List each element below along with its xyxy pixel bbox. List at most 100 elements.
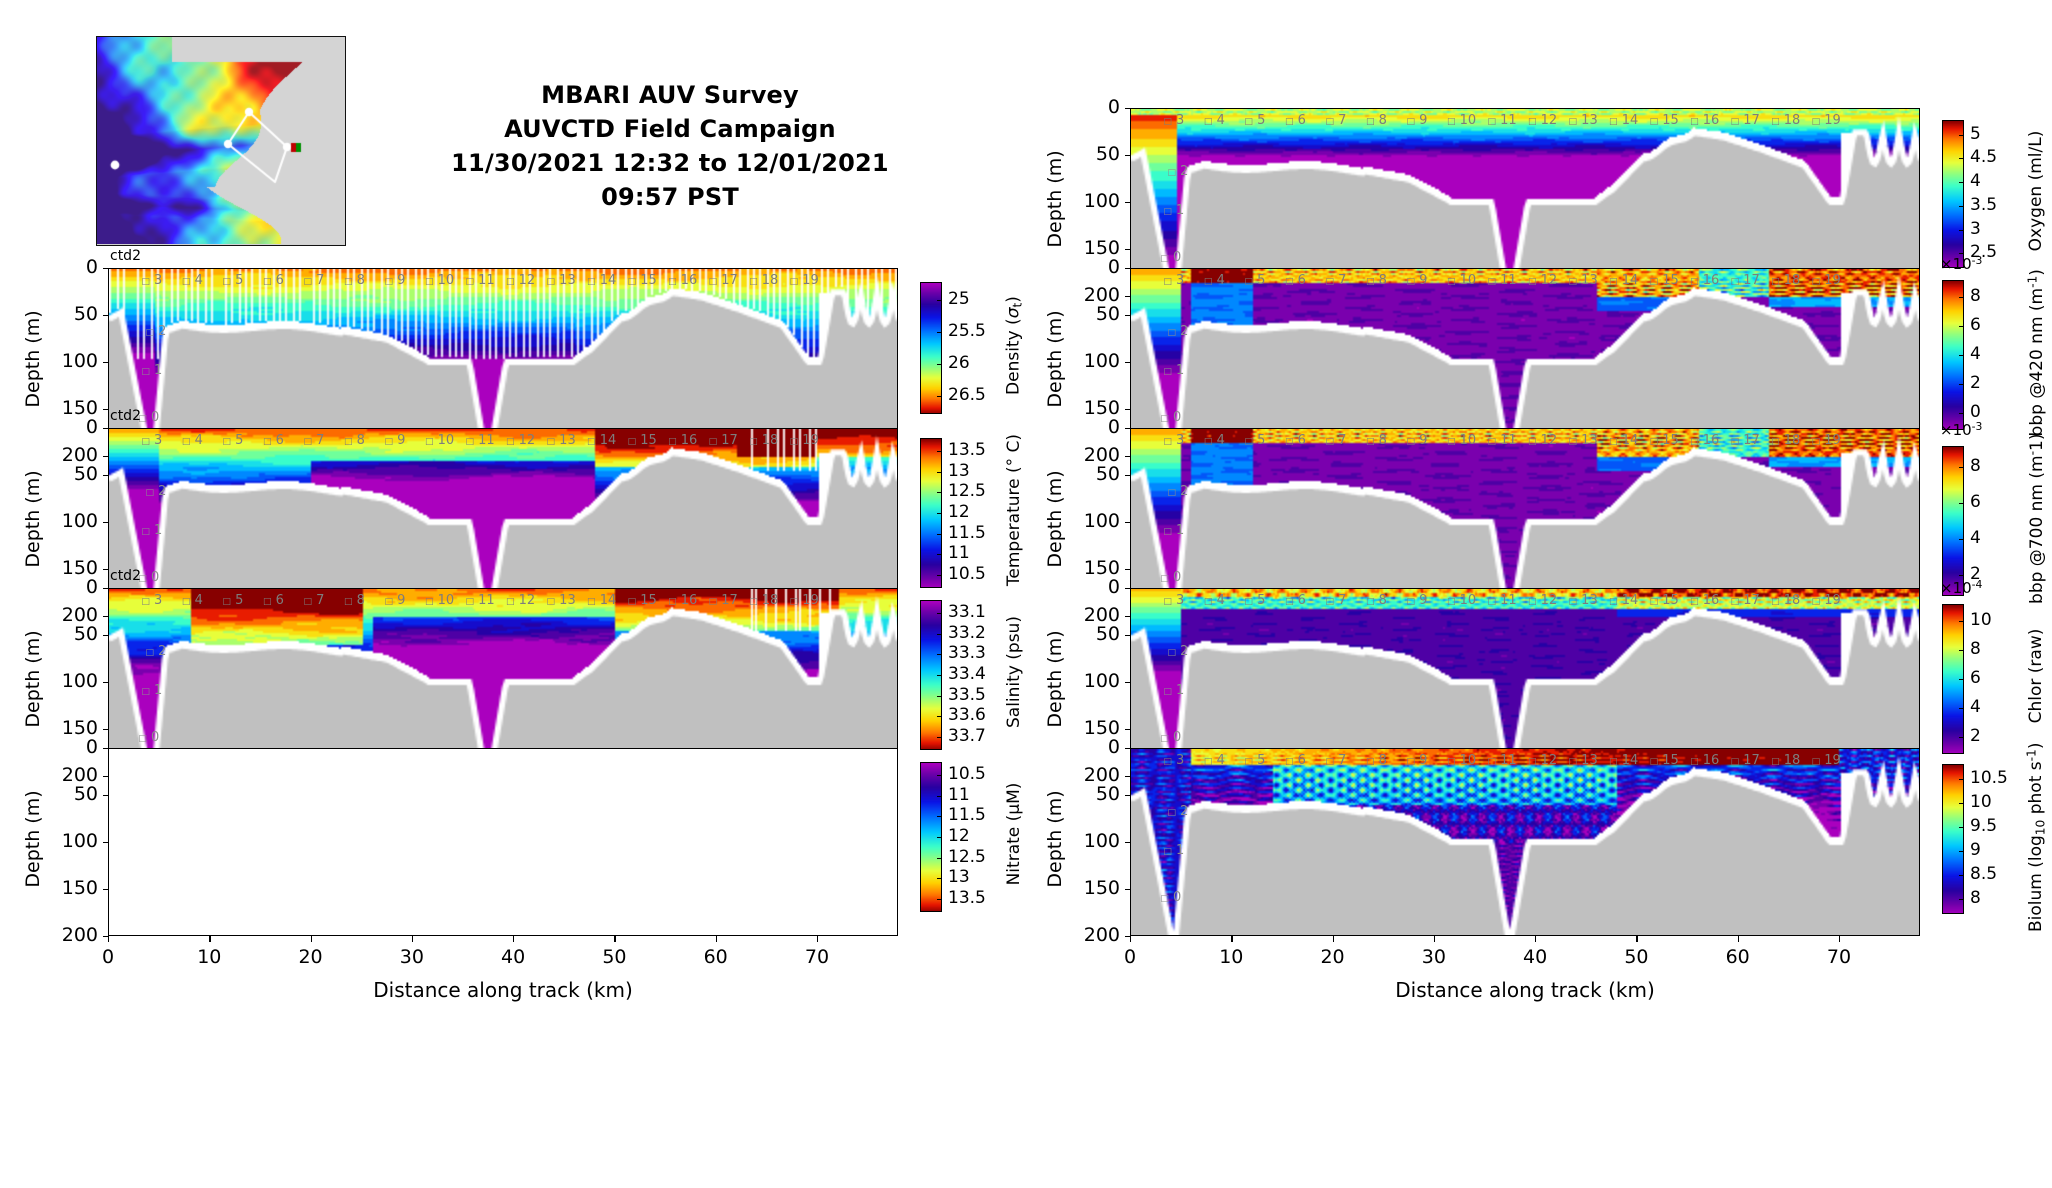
waypoint-marker-7: □ 7 xyxy=(303,273,325,288)
colorbar-tick-nitrate-6: 13.5 xyxy=(948,887,986,908)
colorbar-tickmark-bbp420-2 xyxy=(1959,355,1964,356)
ytick-nitrate-0: 0 xyxy=(85,736,98,758)
colorbar-tickmark-oxygen-4 xyxy=(1959,229,1964,231)
axes-salinity: □ 3 □ 4 □ 5 □ 6 □ 7 □ 8 □ 9 □ 10 □ 11 □ 12 □ 13 □ 1… xyxy=(108,588,898,776)
colorbar-tickmark-nitrate-0 xyxy=(937,775,942,777)
waypoint-marker-9: □ 9 xyxy=(384,593,406,608)
ctd-tag-density: ctd2 xyxy=(110,248,141,264)
colorbar-gradient-bbp420 xyxy=(1943,281,1963,429)
colorbar-tickmark-salinity-5 xyxy=(937,716,942,718)
waypoint-marker-3: □ 3 xyxy=(1163,753,1185,768)
waypoint-marker-14: □ 14 xyxy=(587,593,617,608)
ytickmark-nitrate-50 xyxy=(103,795,108,797)
ytick-bbp420-50: 50 xyxy=(1095,303,1120,325)
waypoint-marker-17: □ 17 xyxy=(708,273,738,288)
colorbar-tick-nitrate-4: 12.5 xyxy=(948,846,986,867)
colorbar-tick-oxygen-0: 5 xyxy=(1970,123,1981,144)
axes-nitrate xyxy=(108,748,898,936)
axes-chlor: □ 3 □ 4 □ 5 □ 6 □ 7 □ 8 □ 9 □ 10 □ 11 □ 12 □ 13 □ 1… xyxy=(1130,588,1920,776)
colorbar-gradient-salinity xyxy=(921,601,941,749)
ytickmark-temperature-200 xyxy=(103,616,108,618)
waypoint-marker-9: □ 9 xyxy=(1406,753,1428,768)
colorbar-tick-density-2: 26 xyxy=(948,352,970,373)
axes-oxygen: □ 3 □ 4 □ 5 □ 6 □ 7 □ 8 □ 9 □ 10 □ 11 □ 12 □ 13 □ 1… xyxy=(1130,108,1920,296)
colorbar-tickmark-oxygen-3 xyxy=(1959,205,1964,207)
waypoint-marker-10: □ 10 xyxy=(1447,433,1477,448)
ytickmark-nitrate-100 xyxy=(103,842,108,844)
waypoint-marker-8: □ 8 xyxy=(343,593,365,608)
waypoint-marker-4: □ 4 xyxy=(181,273,203,288)
ytickmark-salinity-200 xyxy=(103,776,108,778)
waypoint-marker-2: □ 2 xyxy=(145,643,167,659)
waypoint-marker-12: □ 12 xyxy=(1528,433,1558,448)
ytickmark-salinity-50 xyxy=(103,635,108,637)
waypoint-marker-14: □ 14 xyxy=(587,273,617,288)
waypoint-marker-6: □ 6 xyxy=(1284,433,1306,448)
xtickmark-biolum-70 xyxy=(1838,936,1841,942)
waypoint-marker-5: □ 5 xyxy=(222,273,244,288)
waypoint-marker-4: □ 4 xyxy=(1203,273,1225,288)
colorbar-multiplier-bbp420: ×10-3 xyxy=(1940,254,1983,273)
waypoint-marker-9: □ 9 xyxy=(1406,273,1428,288)
waypoint-marker-16: □ 16 xyxy=(1690,593,1720,608)
ytick-bbp700-100: 100 xyxy=(1083,510,1120,532)
colorbar-tickmark-density-0 xyxy=(937,300,942,302)
waypoint-marker-16: □ 16 xyxy=(668,593,698,608)
title-block: MBARI AUV Survey AUVCTD Field Campaign 11/… xyxy=(420,78,920,214)
colorbar-tickmark-salinity-1 xyxy=(937,633,942,635)
xtickmark-nitrate-0 xyxy=(108,936,110,942)
waypoint-marker-11: □ 11 xyxy=(1487,433,1517,448)
ytickmark-chlor-50 xyxy=(1125,635,1130,637)
colorbar-tick-bbp420-4: 0 xyxy=(1970,401,1981,422)
colorbar-gradient-nitrate xyxy=(921,763,941,911)
ytick-biolum-50: 50 xyxy=(1095,783,1120,805)
waypoint-marker-14: □ 14 xyxy=(587,433,617,448)
colorbar-tick-oxygen-2: 4 xyxy=(1970,171,1981,192)
waypoint-marker-1: □ 1 xyxy=(141,363,163,378)
section-image-oxygen xyxy=(1131,109,1919,295)
colorbar-tickmark-temperature-3 xyxy=(937,513,942,514)
waypoint-marker-13: □ 13 xyxy=(546,433,576,448)
axes-temperature: □ 3 □ 4 □ 5 □ 6 □ 7 □ 8 □ 9 □ 10 □ 11 □ 12 □ 13 □ 1… xyxy=(108,428,898,616)
waypoint-marker-10: □ 10 xyxy=(1447,113,1477,128)
colorbar-tickmark-temperature-0 xyxy=(937,451,942,453)
ytick-temperature-100: 100 xyxy=(61,510,98,532)
waypoint-marker-0: □ 0 xyxy=(138,410,160,425)
colorbar-tickmark-chlor-1 xyxy=(1959,650,1964,652)
waypoint-marker-13: □ 13 xyxy=(1568,753,1598,768)
ytick-oxygen-150: 150 xyxy=(1083,237,1120,259)
waypoint-marker-19: □ 19 xyxy=(1811,433,1841,448)
ytickmark-temperature-50 xyxy=(103,475,108,477)
ytick-salinity-100: 100 xyxy=(61,670,98,692)
waypoint-marker-16: □ 16 xyxy=(1690,433,1720,448)
section-image-bbp700 xyxy=(1131,429,1919,615)
waypoint-marker-6: □ 6 xyxy=(262,273,284,288)
colorbar-tickmark-nitrate-3 xyxy=(937,837,942,838)
xtick-right-20: 20 xyxy=(1320,946,1345,968)
ytickmark-density-200 xyxy=(103,456,108,458)
colorbar-gradient-density xyxy=(921,283,941,413)
colorbar-tickmark-oxygen-5 xyxy=(1959,253,1964,255)
waypoint-marker-7: □ 7 xyxy=(1325,593,1347,608)
waypoint-marker-5: □ 5 xyxy=(1244,753,1266,768)
colorbar-tick-temperature-5: 11 xyxy=(948,543,970,564)
title-3: 11/30/2021 12:32 to 12/01/2021 09:57 PST xyxy=(451,149,889,211)
waypoint-marker-6: □ 6 xyxy=(1284,753,1306,768)
xtickmark-nitrate-70 xyxy=(816,936,819,942)
ytickmark-salinity-0 xyxy=(103,588,108,590)
colorbar-multiplier-bbp700: ×10-3 xyxy=(1940,420,1983,439)
ytickmark-density-100 xyxy=(103,362,108,364)
colorbar-tickmark-nitrate-1 xyxy=(937,795,942,797)
colorbar-tick-chlor-4: 2 xyxy=(1970,725,1981,746)
xtick-left-70: 70 xyxy=(804,946,830,968)
waypoint-marker-6: □ 6 xyxy=(1284,593,1306,608)
waypoint-marker-15: □ 15 xyxy=(627,593,657,608)
waypoint-marker-3: □ 3 xyxy=(141,593,163,608)
waypoint-marker-0: □ 0 xyxy=(138,570,160,585)
ytick-chlor-200: 200 xyxy=(1083,764,1120,786)
waypoint-marker-5: □ 5 xyxy=(1244,433,1266,448)
ytickmark-chlor-150 xyxy=(1125,729,1130,731)
colorbar-tick-bbp420-0: 8 xyxy=(1970,286,1981,307)
waypoint-marker-5: □ 5 xyxy=(222,433,244,448)
waypoint-marker-18: □ 18 xyxy=(749,273,779,288)
